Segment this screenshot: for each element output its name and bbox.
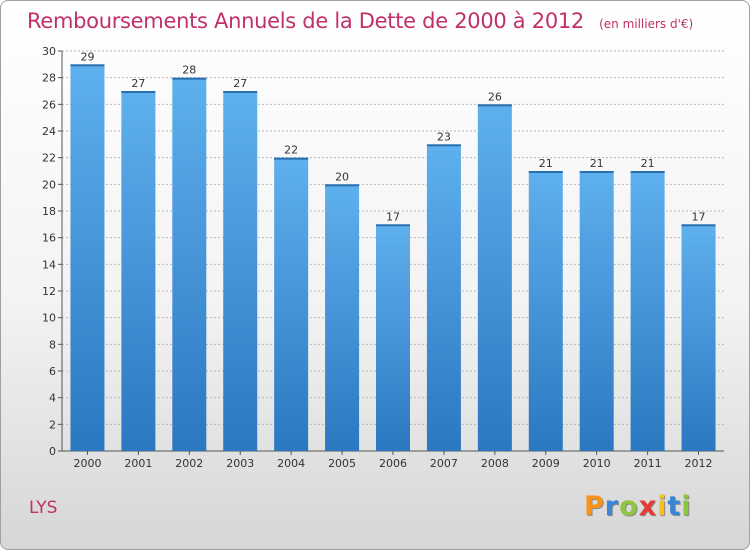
y-tick-label: 20 — [42, 178, 56, 191]
logo-letter: x — [638, 491, 658, 522]
y-tick-label: 0 — [49, 445, 56, 458]
bar-top-edge — [376, 224, 410, 227]
x-tick-label: 2008 — [481, 457, 509, 470]
data-label: 21 — [590, 157, 604, 170]
x-tick-label: 2009 — [532, 457, 560, 470]
bar — [630, 171, 665, 451]
bar — [274, 157, 309, 451]
data-label: 27 — [131, 77, 145, 90]
bar — [528, 171, 563, 451]
bar-top-edge — [121, 91, 156, 93]
bar-top-edge — [528, 171, 563, 173]
bar-top-edge — [325, 184, 360, 187]
bar-top-edge — [223, 91, 258, 93]
chart-title: Remboursements Annuels de la Dette de 20… — [27, 9, 584, 33]
bar — [70, 64, 105, 452]
data-label: 28 — [182, 64, 196, 77]
x-tick-label: 2004 — [277, 457, 305, 470]
x-tick-label: 2003 — [226, 457, 254, 470]
x-tick-label: 2002 — [175, 457, 203, 470]
x-tick-label: 2006 — [379, 457, 407, 470]
y-tick-label: 14 — [42, 258, 56, 271]
logo-letter: t — [667, 491, 682, 522]
y-tick-label: 6 — [49, 365, 56, 378]
y-tick-label: 22 — [42, 152, 56, 165]
data-label: 17 — [692, 210, 706, 223]
logo-letter: r — [604, 491, 620, 522]
y-tick-label: 12 — [42, 285, 56, 298]
commune-name: LYS — [29, 498, 58, 518]
x-tick-label: 2005 — [328, 457, 356, 470]
bar-top-edge — [681, 224, 716, 227]
y-tick-label: 8 — [49, 338, 56, 351]
y-tick-label: 10 — [42, 312, 56, 325]
data-label: 27 — [233, 77, 247, 90]
bar — [579, 171, 614, 451]
x-tick-label: 2012 — [685, 457, 713, 470]
bar — [426, 144, 461, 452]
y-tick-label: 30 — [42, 45, 56, 58]
data-label: 21 — [641, 157, 655, 170]
x-tick-label: 2011 — [634, 457, 662, 470]
bar — [172, 77, 207, 452]
y-tick-label: 4 — [49, 392, 56, 405]
x-tick-label: 2000 — [73, 457, 101, 470]
bar — [376, 224, 410, 451]
chart-subtitle: (en milliers d'€) — [599, 17, 694, 31]
logo-letter: i — [681, 491, 692, 522]
proxiti-logo: Proxiti — [584, 491, 692, 522]
bar — [223, 91, 258, 451]
logo-letter: o — [619, 491, 639, 522]
y-tick-label: 28 — [42, 72, 56, 85]
y-tick-label: 24 — [42, 125, 56, 138]
data-label: 26 — [488, 90, 502, 103]
bar — [681, 224, 716, 451]
bar-top-edge — [630, 171, 665, 173]
data-label: 20 — [335, 170, 349, 183]
bar-top-edge — [426, 144, 461, 147]
logo-letter: P — [584, 491, 605, 522]
bar — [121, 91, 156, 451]
y-tick-label: 16 — [42, 232, 56, 245]
bar-top-edge — [579, 171, 614, 173]
logo-letter: i — [657, 491, 668, 522]
bar — [325, 184, 360, 452]
y-tick-label: 18 — [42, 205, 56, 218]
bar-top-edge — [172, 77, 207, 80]
bar-top-edge — [274, 157, 309, 160]
data-label: 22 — [284, 144, 298, 157]
data-label: 23 — [437, 130, 451, 143]
x-tick-label: 2007 — [430, 457, 458, 470]
title-row: Remboursements Annuels de la Dette de 20… — [27, 9, 693, 33]
bar-top-edge — [477, 104, 512, 107]
bar — [477, 104, 512, 451]
bar-top-edge — [70, 64, 105, 67]
y-tick-label: 26 — [42, 98, 56, 111]
x-tick-label: 2010 — [583, 457, 611, 470]
x-tick-label: 2001 — [124, 457, 152, 470]
data-label: 17 — [386, 210, 400, 223]
data-label: 29 — [80, 50, 94, 63]
y-tick-label: 2 — [49, 418, 56, 431]
data-label: 21 — [539, 157, 553, 170]
bars — [70, 64, 716, 452]
